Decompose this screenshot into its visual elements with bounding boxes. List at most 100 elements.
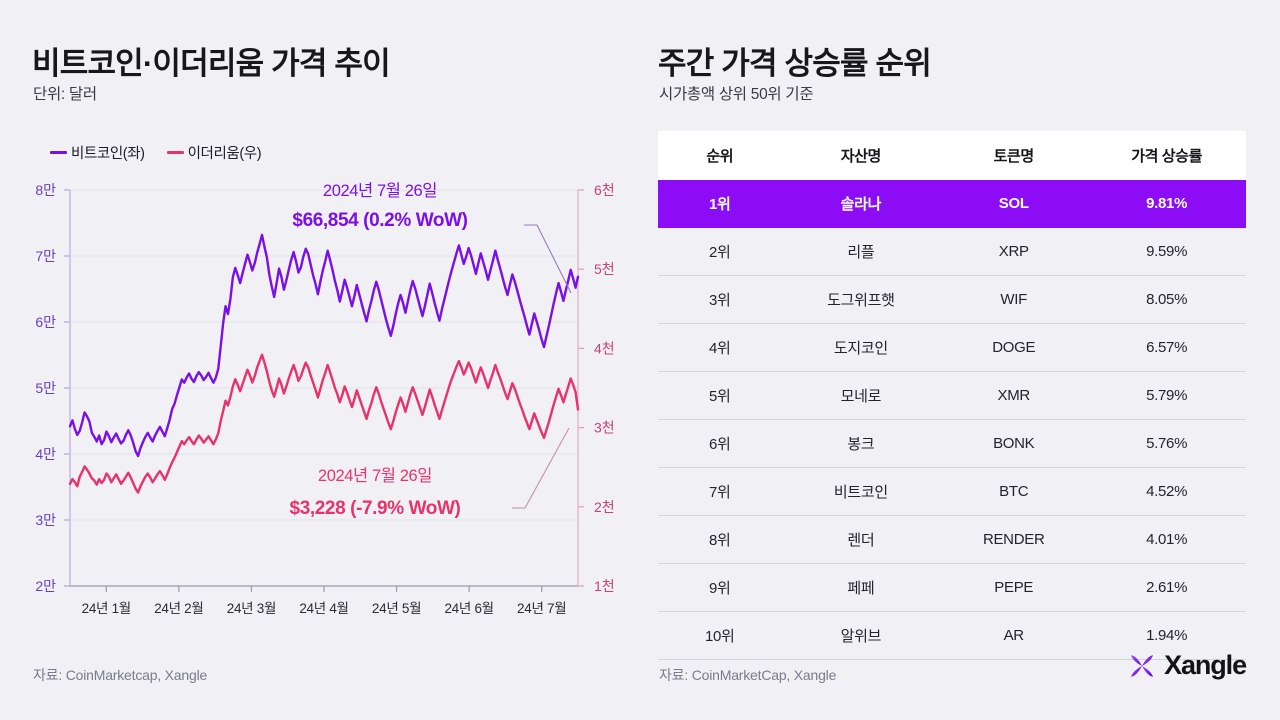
cell-change: 4.52% [1087, 467, 1246, 516]
cell-asset: 솔라나 [781, 180, 941, 228]
y-axis-right-tick: 3천 [594, 420, 615, 436]
table-header-row: 순위 자산명 토큰명 가격 상승률 [658, 131, 1246, 180]
legend-swatch-bitcoin [50, 150, 67, 155]
cell-change: 8.05% [1087, 275, 1246, 324]
ranking-source-note: 자료: CoinMarketCap, Xangle [659, 667, 837, 683]
y-axis-right-tick: 5천 [594, 261, 615, 277]
x-axis-tick: 24년 6월 [444, 601, 493, 616]
cell-rank: 1위 [658, 180, 782, 228]
ranking-title: 주간 가격 상승률 순위 [658, 46, 932, 81]
cell-rank: 3위 [658, 275, 782, 324]
column-header-asset: 자산명 [840, 148, 882, 165]
column-header-token: 토큰명 [993, 148, 1035, 165]
cell-rank: 9위 [658, 563, 782, 612]
table-row[interactable]: 2위 리플 XRP 9.59% [658, 227, 1246, 276]
cell-asset: 모네로 [781, 371, 941, 420]
x-axis-tick: 24년 7월 [517, 601, 566, 616]
cell-rank: 6위 [658, 419, 782, 468]
x-axis-tick: 24년 3월 [227, 601, 276, 616]
x-axis-tick: 24년 1월 [82, 601, 131, 616]
cell-token: AR [940, 611, 1088, 660]
table-row[interactable]: 1위 솔라나 SOL 9.81% [658, 180, 1246, 228]
cell-token: RENDER [940, 515, 1088, 564]
cell-change: 4.01% [1087, 515, 1246, 564]
x-axis-tick: 24년 5월 [372, 601, 421, 616]
cell-change: 5.79% [1087, 371, 1246, 420]
price-trend-chart: 8만 7만 6만 5만 4만 3만 2만 6천 5천 4천 3천 2천 1천 24년 1월 24년 2월 24… [0, 178, 640, 628]
cell-asset: 비트코인 [781, 467, 941, 516]
xangle-wordmark: Xangle [1164, 650, 1247, 680]
cell-token: SOL [940, 180, 1088, 228]
y-axis-right-tick: 2천 [594, 499, 615, 515]
cell-rank: 8위 [658, 515, 782, 564]
cell-change: 6.57% [1087, 323, 1246, 372]
table-row[interactable]: 10위 알위브 AR 1.94% [658, 611, 1246, 660]
weekly-gainers-table: 순위 자산명 토큰명 가격 상승률 1위 솔라나 SOL 9.81% 2위 리플 XRP 9.… [658, 131, 1246, 660]
x-axis-tick: 24년 2월 [154, 601, 203, 616]
cell-change: 2.61% [1087, 563, 1246, 612]
cell-token: XMR [940, 371, 1088, 420]
cell-rank: 7위 [658, 467, 782, 516]
cell-token: BONK [940, 419, 1088, 468]
series-line [68, 233, 580, 458]
y-axis-left-tick: 4만 [35, 446, 56, 462]
table-row[interactable]: 3위 도그위프햇 WIF 8.05% [658, 275, 1246, 324]
cell-token: DOGE [940, 323, 1088, 372]
series-line [68, 353, 580, 494]
cell-rank: 10위 [658, 611, 782, 660]
cell-asset: 봉크 [781, 419, 941, 468]
chart-source-note: 자료: CoinMarketcap, Xangle [33, 667, 208, 683]
ranking-subtitle: 시가총액 상위 50위 기준 [659, 86, 814, 103]
cell-asset: 도그위프햇 [781, 275, 941, 324]
chart-unit-subtitle: 단위: 달러 [33, 86, 97, 103]
y-axis-right-tick: 4천 [594, 340, 615, 356]
y-axis-right-tick: 6천 [594, 182, 615, 198]
y-axis-left-tick: 7만 [35, 248, 56, 264]
legend-item-ethereum: 이더리움(우) [166, 142, 262, 163]
cell-token: XRP [940, 227, 1088, 276]
y-axis-left-tick: 8만 [35, 182, 56, 198]
table-row[interactable]: 6위 봉크 BONK 5.76% [658, 419, 1246, 468]
table-row[interactable]: 5위 모네로 XMR 5.79% [658, 371, 1246, 420]
cell-asset: 알위브 [781, 611, 941, 660]
cell-rank: 2위 [658, 227, 782, 276]
cell-token: PEPE [940, 563, 1088, 612]
x-axis-tick: 24년 4월 [299, 601, 348, 616]
page-title: 비트코인·이더리움 가격 추이 [32, 46, 391, 81]
annotation-value-ethereum: $3,228 (-7.9% WoW) [290, 498, 461, 519]
legend-label-ethereum: 이더리움(우) [187, 146, 262, 162]
y-axis-right-tick: 1천 [594, 578, 615, 594]
cell-token: BTC [940, 467, 1088, 516]
table-body: 1위 솔라나 SOL 9.81% 2위 리플 XRP 9.59% 3위 도그위프햇 WIF 8.05%… [658, 180, 1246, 660]
legend-swatch-ethereum [166, 150, 184, 155]
cell-rank: 5위 [658, 371, 782, 420]
cell-token: WIF [940, 275, 1088, 324]
cell-asset: 페페 [781, 563, 941, 612]
y-axis-left-tick: 6만 [35, 314, 56, 330]
ranking-panel: 주간 가격 상승률 순위 시가총액 상위 50위 기준 순위 자산명 토큰명 가… [640, 0, 1280, 720]
table-row[interactable]: 8위 렌더 RENDER 4.01% [658, 515, 1246, 564]
cell-change: 9.59% [1087, 227, 1246, 276]
cell-asset: 리플 [781, 227, 941, 276]
chart-legend: 비트코인(좌) 이더리움(우) [50, 142, 262, 163]
column-header-rank: 순위 [706, 148, 734, 165]
table-row[interactable]: 9위 페페 PEPE 2.61% [658, 563, 1246, 612]
cell-change: 9.81% [1087, 180, 1246, 228]
cell-rank: 4위 [658, 323, 782, 372]
table-row[interactable]: 7위 비트코인 BTC 4.52% [658, 467, 1246, 516]
annotation-value-bitcoin: $66,854 (0.2% WoW) [292, 210, 467, 231]
column-header-change: 가격 상승률 [1131, 148, 1202, 165]
chart-panel: 비트코인·이더리움 가격 추이 단위: 달러 비트코인(좌) 이더리움(우) 8… [0, 46, 640, 683]
xangle-logo: Xangle [1127, 650, 1247, 681]
chart-svg: 8만 7만 6만 5만 4만 3만 2만 6천 5천 4천 3천 2천 1천 24년 1월 24년 2월 24… [35, 181, 615, 616]
y-axis-left-tick: 3만 [35, 512, 56, 528]
annotation-date-ethereum: 2024년 7월 26일 [318, 466, 432, 485]
annotation-date-bitcoin: 2024년 7월 26일 [323, 181, 437, 200]
y-axis-left-tick: 2만 [35, 578, 56, 594]
cell-asset: 도지코인 [781, 323, 941, 372]
table-row[interactable]: 4위 도지코인 DOGE 6.57% [658, 323, 1246, 372]
cell-change: 1.94% [1087, 611, 1246, 660]
cell-change: 5.76% [1087, 419, 1246, 468]
cell-asset: 렌더 [781, 515, 941, 564]
